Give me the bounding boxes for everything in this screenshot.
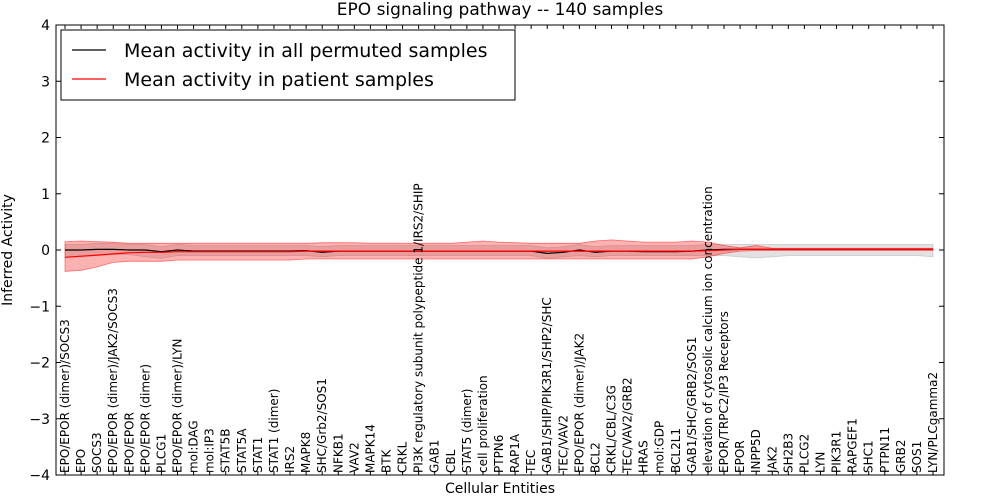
x-tick-label: SOS1 xyxy=(910,441,924,473)
x-tick-label: BCL2 xyxy=(588,442,602,473)
x-tick-label: CBL xyxy=(444,449,458,473)
x-tick-label: NFKB1 xyxy=(331,433,345,473)
x-tick-label: RAP1A xyxy=(508,433,522,473)
y-tick-label: 4 xyxy=(41,18,50,34)
legend-box xyxy=(60,29,516,101)
legend: Mean activity in all permuted samples Mea… xyxy=(60,29,516,101)
x-tick-label: LYN xyxy=(813,452,827,473)
x-tick-label: LYN/PLCgamma2 xyxy=(926,372,940,473)
y-tick-label: −2 xyxy=(29,356,50,372)
y-tick-label: 2 xyxy=(41,131,50,147)
x-tick-label: SHC/Grb2/SOS1 xyxy=(315,378,329,473)
x-tick-label: PLCG2 xyxy=(797,434,811,473)
x-axis-title: Cellular Entities xyxy=(445,481,555,497)
x-tick-label: INPP5D xyxy=(749,429,763,473)
y-tick-label: 1 xyxy=(41,187,50,203)
y-tick-label: −3 xyxy=(29,412,50,428)
x-tick-label: GAB1/SHC/GRB2/SOS1 xyxy=(685,337,699,473)
x-tick-label: EPO/EPOR (dimer)/JAK2 xyxy=(572,333,586,473)
legend-label-0: Mean activity in all permuted samples xyxy=(124,40,487,62)
x-tick-label: mol:IP3 xyxy=(203,428,217,473)
x-tick-label: HRAS xyxy=(637,440,651,473)
x-tick-label: mol:DAG xyxy=(187,420,201,473)
x-tick-label: PLCG1 xyxy=(154,434,168,473)
x-tick-label: STAT5A xyxy=(235,428,249,473)
x-tick-label: PI3K regulatory subunit polypeptide 1/IR… xyxy=(412,183,426,473)
x-tick-label: STAT1 xyxy=(251,437,265,473)
x-tick-label: GAB1/SHIP/PIK3R1/SHP2/SHC xyxy=(540,297,554,473)
y-tick-label: −1 xyxy=(29,299,50,315)
x-tick-label: EPO xyxy=(74,449,88,473)
x-tick-label: STAT1 (dimer) xyxy=(267,389,281,473)
x-tick-label: EPO/EPOR (dimer)/SOCS3 xyxy=(58,319,72,473)
x-tick-label: IRS2 xyxy=(283,446,297,473)
x-tick-label: EPO/EPOR (dimer)/JAK2/SOCS3 xyxy=(106,288,120,473)
x-tick-label: SOCS3 xyxy=(90,432,104,473)
chart-title: EPO signaling pathway -- 140 samples xyxy=(337,0,664,20)
x-tick-label: SHC1 xyxy=(862,440,876,473)
x-tick-label: elevation of cytosolic calcium ion conce… xyxy=(701,186,715,473)
x-tick-label: mol:GDP xyxy=(653,421,667,473)
y-tick-label: −4 xyxy=(29,468,50,484)
x-tick-label: TEC/VAV2 xyxy=(556,415,570,474)
x-tick-label: TEC/VAV2/GRB2 xyxy=(621,377,635,474)
x-tick-label: STAT5B xyxy=(219,429,233,474)
x-tick-label: PTPN11 xyxy=(878,427,892,473)
x-tick-label: BTK xyxy=(379,448,393,473)
x-tick-label: MAPK8 xyxy=(299,432,313,473)
x-tick-label: EPO/EPOR (dimer)/LYN xyxy=(171,339,185,473)
x-tick-label: GAB1 xyxy=(428,440,442,473)
x-tick-label: EPOR xyxy=(733,440,747,473)
x-tick-label: PIK3R1 xyxy=(830,431,844,473)
x-tick-label: EPO/EPOR (dimer) xyxy=(138,364,152,473)
x-tick-label: CRKL/CBL/C3G xyxy=(605,385,619,473)
x-tick-label: MAPK14 xyxy=(363,424,377,473)
x-tick-label: SH2B3 xyxy=(781,433,795,473)
series-line-1 xyxy=(64,248,933,258)
y-axis-title: Inferred Activity xyxy=(0,194,16,306)
series-band-1 xyxy=(64,239,934,272)
x-tick-label: JAK2 xyxy=(765,446,779,474)
x-tick-label: PTPN6 xyxy=(492,435,506,473)
x-tick-label: STAT5 (dimer) xyxy=(460,389,474,473)
x-tick-label: BCL2L1 xyxy=(669,428,683,473)
legend-label-1: Mean activity in patient samples xyxy=(124,69,434,91)
x-tick-label: RAPGEF1 xyxy=(846,418,860,473)
x-tick-label: cell proliferation xyxy=(476,375,490,473)
x-tick-label: EPO/EPOR xyxy=(122,412,136,473)
x-tick-label: GRB2 xyxy=(894,439,908,473)
y-tick-label: 0 xyxy=(41,243,50,259)
y-tick-label: 3 xyxy=(41,74,50,90)
x-tick-label: CRKL xyxy=(396,441,410,473)
x-tick-label: EPOR/TRPC2/IP3 Receptors xyxy=(717,311,731,473)
x-tick-label: TEC xyxy=(524,450,538,474)
x-tick-label: VAV2 xyxy=(347,442,361,473)
